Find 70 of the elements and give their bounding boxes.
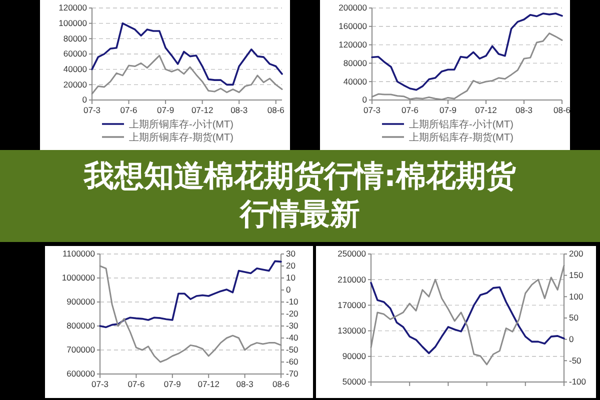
legend-label: 上期所铝库存-期货(MT) xyxy=(409,132,514,144)
y-tick-label: 60000 xyxy=(63,48,88,59)
y2-tick-label: 100 xyxy=(569,291,584,302)
x-tick-label: 08-3 xyxy=(515,105,533,115)
x-tick-label: 07-12 xyxy=(198,379,220,389)
y-tick-label: 600000 xyxy=(66,368,96,379)
line-series xyxy=(91,22,283,86)
y-tick-label: 900000 xyxy=(66,296,96,307)
y2-tick-label: -10 xyxy=(286,296,299,307)
y-tick-label: 170000 xyxy=(338,300,366,310)
y2-tick-label: -40 xyxy=(286,332,299,343)
y-tick-label: 200000 xyxy=(338,2,368,13)
y-tick-label: 80000 xyxy=(343,58,368,68)
x-tick-label: 08-6 xyxy=(553,105,571,115)
x-tick-label: 07-6 xyxy=(401,105,419,115)
x-tick-label: 07-12 xyxy=(475,105,498,115)
y2-tick-label: 20 xyxy=(286,260,296,271)
y2-tick-label: 200 xyxy=(569,248,584,259)
y-tick-label: 40000 xyxy=(63,64,88,74)
legend-label: 上期所铜库存-期货(MT) xyxy=(129,132,234,144)
x-tick-label: 07-9 xyxy=(164,379,182,389)
y-tick-label: 50000 xyxy=(342,376,366,387)
x-tick-label: 08-6 xyxy=(272,379,290,389)
y2-tick-label: 0 xyxy=(286,284,291,295)
x-tick-label: 07-6 xyxy=(120,105,138,115)
x-tick-label: 07-9 xyxy=(439,105,457,115)
y2-tick-label: 50 xyxy=(569,312,579,323)
y2-tick-label: 150 xyxy=(569,270,584,280)
y-tick-label: 100000 xyxy=(58,18,88,28)
x-tick-label: 07-12 xyxy=(191,105,214,115)
y2-tick-label: 10 xyxy=(286,272,296,283)
text: 我想知道棉花期货行情:棉花期货行情最新 xyxy=(83,159,516,232)
x-tick-label: 08-3 xyxy=(236,379,254,389)
y-tick-label: 80000 xyxy=(63,33,88,44)
y-tick-label: 0 xyxy=(82,94,88,105)
line-series xyxy=(371,12,563,91)
y2-tick-label: -20 xyxy=(286,308,299,319)
x-tick-label: 07-3 xyxy=(91,379,109,389)
x-tick-label: 07-6 xyxy=(128,379,145,389)
line-series xyxy=(370,282,565,354)
y2-tick-label: -50 xyxy=(569,355,582,366)
y-tick-label: 130000 xyxy=(338,326,366,336)
y-tick-label: 250000 xyxy=(338,248,366,259)
y-tick-label: 120000 xyxy=(338,40,368,50)
y2-tick-label: -30 xyxy=(286,320,299,331)
y-tick-label: 20000 xyxy=(63,79,88,90)
y2-tick-label: 30 xyxy=(286,248,296,259)
y2-tick-label: -100 xyxy=(569,376,586,387)
y2-tick-label: -70 xyxy=(286,368,299,379)
y-tick-label: 40000 xyxy=(343,76,368,86)
y-tick-label: 1000000 xyxy=(62,272,96,283)
x-tick-label: 08-6 xyxy=(267,105,285,115)
y2-tick-label: -50 xyxy=(286,344,299,355)
x-tick-label: 07-3 xyxy=(83,105,101,115)
y-tick-label: 210000 xyxy=(338,274,366,284)
x-tick-label: 07-3 xyxy=(363,105,381,115)
legend-label: 上期所铝库存-小计(MT) xyxy=(409,118,514,130)
y-tick-label: 800000 xyxy=(66,320,96,331)
y-tick-label: 90000 xyxy=(342,351,366,362)
y-tick-label: 700000 xyxy=(66,344,96,355)
y2-tick-label: -60 xyxy=(286,356,299,367)
y2-tick-label: 0 xyxy=(569,334,574,344)
y-tick-label: 0 xyxy=(362,94,368,105)
y-tick-label: 160000 xyxy=(338,21,368,32)
x-tick-label: 07-9 xyxy=(157,105,174,115)
legend-label: 上期所铜库存-小计(MT) xyxy=(129,118,234,130)
line-series xyxy=(99,260,282,328)
y-tick-label: 1100000 xyxy=(62,248,96,259)
y-tick-label: 120000 xyxy=(58,2,88,13)
x-tick-label: 08-3 xyxy=(230,105,248,115)
